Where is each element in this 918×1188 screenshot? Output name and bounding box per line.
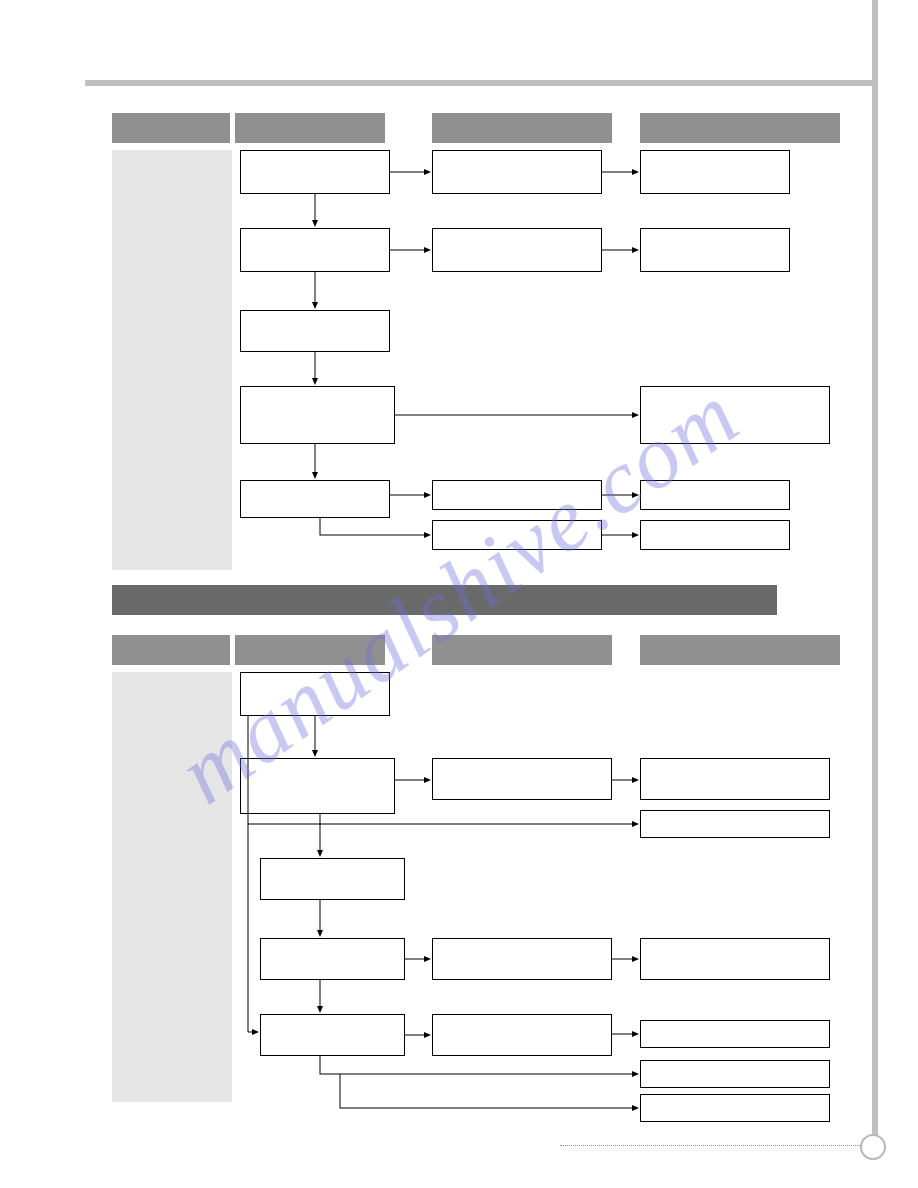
arrows [0,0,918,1188]
footer-dotline [560,1145,860,1146]
footer-circle [860,1134,886,1160]
page: manualshive.com [0,0,918,1188]
